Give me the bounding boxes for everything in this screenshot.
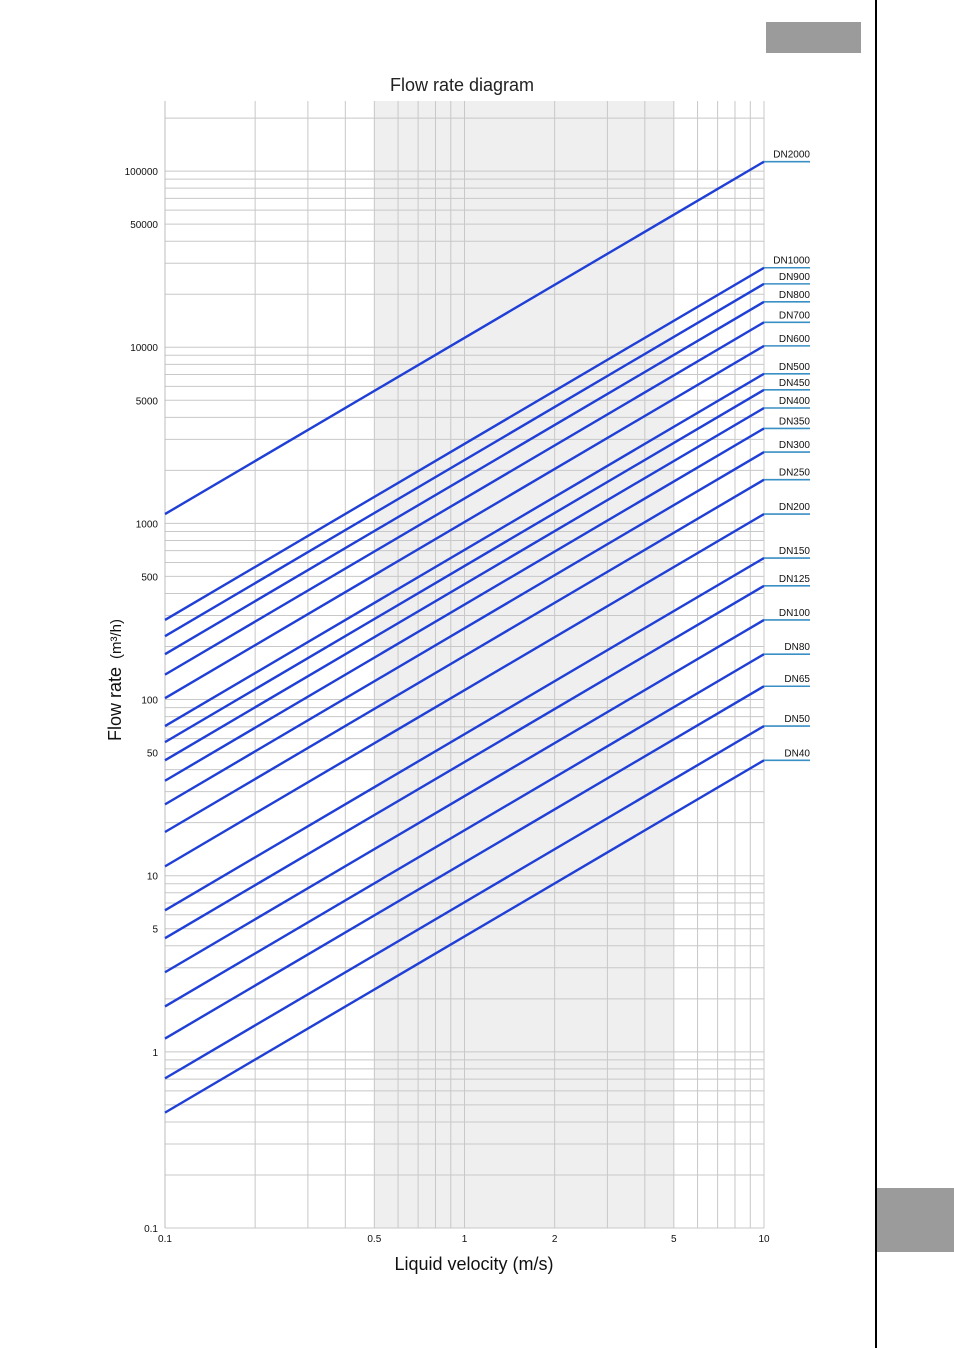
series-label-dn40: DN40 xyxy=(784,748,810,759)
y-tick-label: 50000 xyxy=(130,220,158,231)
y-tick-label: 100000 xyxy=(125,167,159,178)
series-label-dn400: DN400 xyxy=(779,396,811,407)
series-line-dn300 xyxy=(164,451,765,806)
series-label-dn250: DN250 xyxy=(779,468,811,479)
y-axis-label: Flow rate (m³/h) xyxy=(105,619,125,741)
page-edge-rule xyxy=(875,0,877,1348)
x-tick-label: 0.1 xyxy=(158,1234,172,1245)
series-label-dn50: DN50 xyxy=(784,714,810,725)
y-tick-label: 10 xyxy=(147,872,159,883)
series-label-dn100: DN100 xyxy=(779,608,811,619)
series-line-dn400 xyxy=(164,406,765,762)
series-label-dn200: DN200 xyxy=(779,502,811,513)
y-tick-label: 1 xyxy=(152,1048,158,1059)
series-label-layer: DN2000 DN1000 DN900 DN800 DN700 DN600 DN500 DN4… xyxy=(764,150,811,762)
highlight-band xyxy=(374,101,674,1228)
series-label-dn350: DN350 xyxy=(779,416,811,427)
series-line-dn250 xyxy=(164,478,765,834)
series-label-dn900: DN900 xyxy=(779,272,811,283)
series-line-dn125 xyxy=(164,584,765,940)
x-tick-label: 1 xyxy=(462,1234,468,1245)
series-line-dn600 xyxy=(164,344,765,700)
x-tick-label: 0.5 xyxy=(367,1234,381,1245)
series-label-dn600: DN600 xyxy=(779,334,811,345)
series-label-dn800: DN800 xyxy=(779,290,811,301)
y-tick-label: 0.1 xyxy=(144,1224,158,1235)
series-line-dn900 xyxy=(164,282,765,638)
chart-title: Flow rate diagram xyxy=(390,75,534,95)
y-tick-label: 1000 xyxy=(136,519,159,530)
grid-layer xyxy=(164,101,765,1229)
series-line-dn50 xyxy=(164,725,765,1080)
series-line-dn40 xyxy=(164,759,765,1114)
header-gray-tab xyxy=(766,22,861,53)
series-label-dn80: DN80 xyxy=(784,642,810,653)
series-label-dn150: DN150 xyxy=(779,546,811,557)
series-line-dn65 xyxy=(164,685,765,1040)
series-label-dn65: DN65 xyxy=(784,674,810,685)
y-tick-label: 500 xyxy=(141,572,158,583)
y-tick-label: 5 xyxy=(152,925,158,936)
series-label-dn700: DN700 xyxy=(779,310,811,321)
y-axis-unit: (m³/h) xyxy=(108,619,125,659)
series-line-dn2000 xyxy=(164,160,765,516)
series-line-dn150 xyxy=(164,556,765,912)
series-line-dn500 xyxy=(164,372,765,728)
series-label-dn450: DN450 xyxy=(779,378,811,389)
series-line-dn1000 xyxy=(164,266,765,622)
series-line-dn80 xyxy=(164,653,765,1008)
series-line-dn700 xyxy=(164,321,765,676)
series-line-dn100 xyxy=(164,618,765,974)
tick-label-layer: 0.1 0.5 1 2 5 10 0.1 1 5 10 50 100 500 1000 5000 10000 5… xyxy=(125,167,770,1245)
side-gray-tab xyxy=(877,1188,954,1252)
series-label-dn500: DN500 xyxy=(779,362,811,373)
y-tick-label: 5000 xyxy=(136,396,159,407)
series-layer xyxy=(164,160,765,1114)
series-label-dn125: DN125 xyxy=(779,574,811,585)
x-tick-label: 10 xyxy=(758,1234,770,1245)
series-label-dn300: DN300 xyxy=(779,440,811,451)
series-line-dn350 xyxy=(164,427,765,782)
y-tick-label: 10000 xyxy=(130,343,158,354)
y-axis-label-text: Flow rate xyxy=(105,667,125,741)
y-tick-label: 100 xyxy=(141,696,158,707)
highlight-band-layer xyxy=(374,101,674,1228)
series-line-dn450 xyxy=(164,388,765,744)
x-tick-label: 2 xyxy=(552,1234,558,1245)
series-line-dn800 xyxy=(164,300,765,656)
x-tick-label: 5 xyxy=(671,1234,677,1245)
series-label-dn1000: DN1000 xyxy=(773,256,810,267)
y-tick-label: 50 xyxy=(147,749,159,760)
x-axis-label: Liquid velocity (m/s) xyxy=(394,1254,553,1274)
series-line-dn200 xyxy=(164,513,765,868)
series-label-dn2000: DN2000 xyxy=(773,150,810,161)
